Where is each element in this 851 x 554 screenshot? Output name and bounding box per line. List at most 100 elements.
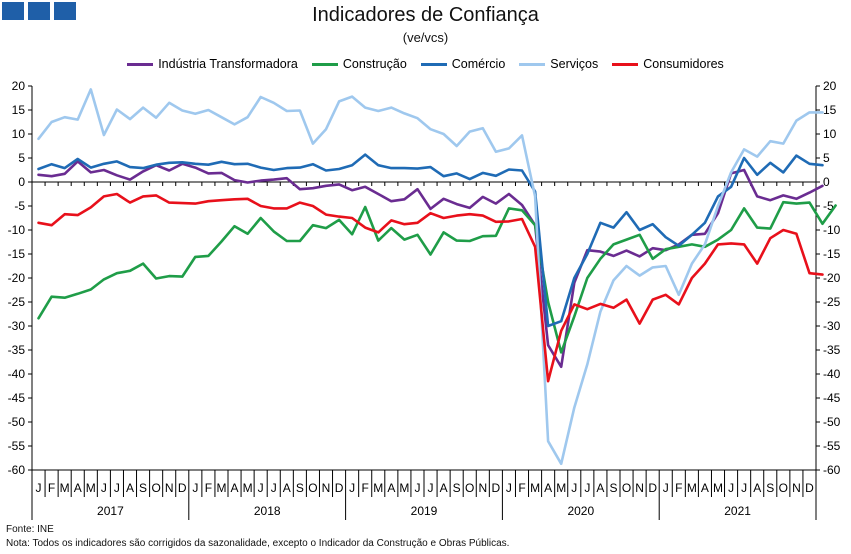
y-tick-label-right: -15 [823,247,841,261]
series-line-comercio [37,153,824,328]
y-tick-label-right: -35 [823,343,841,357]
month-label: N [478,481,487,495]
month-label: J [571,481,577,495]
month-label: M [86,481,96,495]
month-label: J [663,481,669,495]
y-tick-label-right: 0 [823,175,830,189]
month-label: J [428,481,434,495]
y-tick-label-left: -35 [8,343,26,357]
month-label: S [296,481,304,495]
month-label: N [322,481,331,495]
year-label: 2021 [724,504,751,518]
month-label: S [609,481,617,495]
chart-subtitle: (ve/vcs) [402,30,449,45]
y-tick-label-left: -15 [8,247,26,261]
y-tick-label-left: -55 [8,439,26,453]
month-label: N [635,481,644,495]
y-tick-label-right: -50 [823,415,841,429]
legend-swatch [612,62,639,66]
y-tick-label-right: 20 [823,79,837,93]
logo-block [54,2,76,20]
y-tick-label-left: -25 [8,295,26,309]
legend-item-construcao: Construção [311,57,407,71]
month-label: O [779,481,788,495]
month-label: A [74,481,82,495]
y-tick-label-left: -40 [8,367,26,381]
month-label: A [283,481,291,495]
month-label: J [349,481,355,495]
y-tick-label-left: -10 [8,223,26,237]
month-label: N [792,481,801,495]
month-label: A [126,481,134,495]
y-tick-label-right: 10 [823,127,837,141]
month-label: O [465,481,474,495]
month-label: M [243,481,253,495]
series-line-servicos [37,88,824,466]
month-label: O [308,481,317,495]
month-label: J [271,481,277,495]
month-label: S [139,481,147,495]
y-tick-label-left: 5 [18,151,25,165]
month-label: J [192,481,198,495]
month-label: D [648,481,657,495]
y-tick-label-right: -10 [823,223,841,237]
month-label: O [622,481,631,495]
y-tick-label-left: -20 [8,271,26,285]
month-label: M [687,481,697,495]
logo-block [28,2,50,20]
y-tick-label-right: -45 [823,391,841,405]
month-label: J [258,481,264,495]
logo-block [2,2,24,20]
month-label: F [362,481,369,495]
y-tick-label-right: -5 [823,199,834,213]
y-tick-label-left: -50 [8,415,26,429]
month-label: M [399,481,409,495]
month-label: J [741,481,747,495]
legend-label: Indústria Transformadora [158,57,298,71]
legend-swatch [519,62,546,66]
ine-logo-icon [2,2,76,20]
month-label: M [556,481,566,495]
month-label: D [805,481,814,495]
month-label: A [231,481,239,495]
y-tick-label-left: -45 [8,391,26,405]
chart-title: Indicadores de Confiança [312,4,539,26]
y-tick-label-right: 15 [823,103,837,117]
year-label: 2017 [97,504,124,518]
year-label: 2018 [254,504,281,518]
month-label: S [453,481,461,495]
legend-swatch [311,62,338,66]
y-tick-label-right: -60 [823,463,841,477]
month-label: F [518,481,525,495]
month-label: F [205,481,212,495]
y-tick-label-left: -30 [8,319,26,333]
legend-swatch [420,62,447,66]
legend-swatch [127,62,154,66]
month-label: M [216,481,226,495]
month-label: J [36,481,42,495]
month-label: M [530,481,540,495]
month-label: D [335,481,344,495]
month-label: A [440,481,448,495]
y-tick-label-right: -20 [823,271,841,285]
legend-label: Comércio [451,57,506,71]
y-tick-label-right: -40 [823,367,841,381]
month-label: A [753,481,761,495]
month-label: A [387,481,395,495]
month-label: O [151,481,160,495]
month-label: S [766,481,774,495]
month-label: N [165,481,174,495]
month-label: M [373,481,383,495]
footnote: Nota: Todos os indicadores são corrigido… [6,538,510,549]
legend-label: Construção [342,57,407,71]
year-label: 2020 [567,504,594,518]
month-label: F [675,481,682,495]
legend-item-comercio: Comércio [420,57,506,71]
month-label: A [701,481,709,495]
month-label: J [728,481,734,495]
y-tick-label-left: 10 [12,127,26,141]
year-label: 2019 [411,504,438,518]
series-line-construcao [37,200,837,354]
legend-item-industria-transformadora: Indústria Transformadora [127,57,298,71]
series-line-consumidores [37,192,824,383]
